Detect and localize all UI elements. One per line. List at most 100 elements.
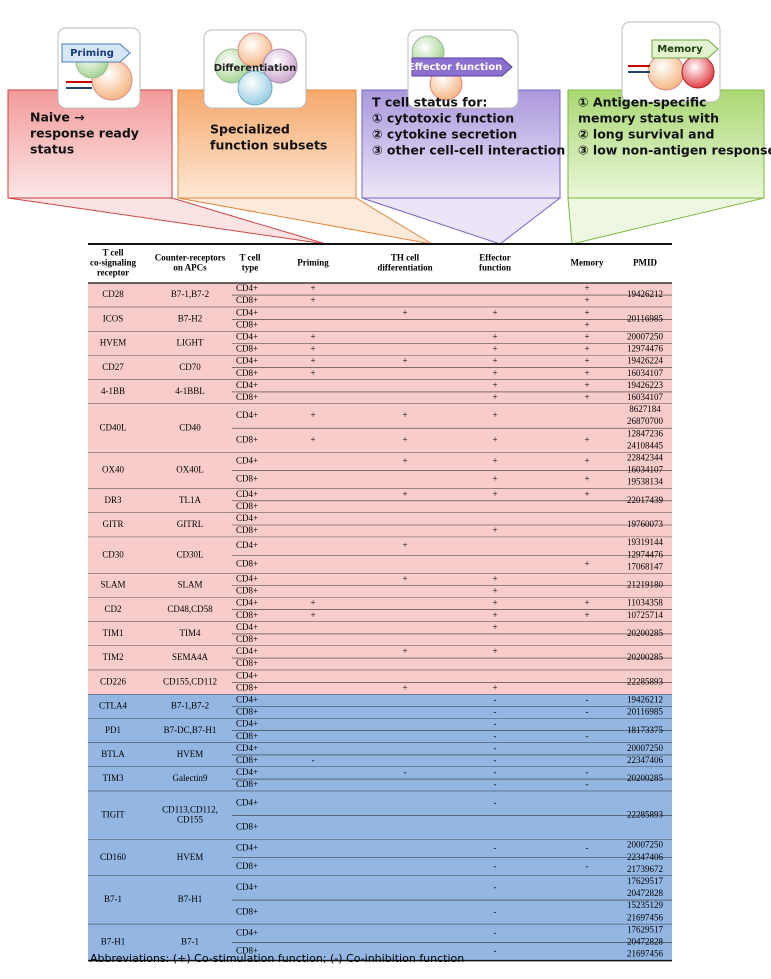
pmid: 20200285 <box>627 628 664 638</box>
pmid: 10725714 <box>627 610 664 620</box>
banner <box>411 57 513 77</box>
cell-type: CD4+ <box>236 767 258 777</box>
mark: + <box>402 574 407 584</box>
icon-label: Differentiation <box>214 63 297 74</box>
cell-type: CD4+ <box>236 927 258 937</box>
pmid: 20007250 <box>627 840 664 850</box>
panel-text: response ready <box>30 126 139 141</box>
banner <box>651 39 719 59</box>
mark: + <box>584 307 589 317</box>
mark: + <box>492 489 497 499</box>
mark: + <box>492 392 497 402</box>
cell-type: CD4+ <box>236 356 258 366</box>
mark: - <box>586 695 589 705</box>
ligand: B7-H1 <box>178 894 203 904</box>
mark: + <box>584 456 589 466</box>
pmid: 18173375 <box>627 725 664 735</box>
cell-type: CD4+ <box>236 456 258 466</box>
pmid: 21219180 <box>627 580 664 590</box>
ligand: CD113,CD112, <box>162 804 218 814</box>
cell-type: CD4+ <box>236 574 258 584</box>
ligand: SLAM <box>177 580 202 590</box>
mark: + <box>310 332 315 342</box>
cell <box>237 32 273 68</box>
mark: + <box>402 489 407 499</box>
ligand: B7-1,B7-2 <box>171 701 209 711</box>
mark: + <box>402 456 407 466</box>
cell-type: CD8+ <box>236 682 258 692</box>
panel-text: ② cytokine secretion <box>372 127 517 142</box>
mark: - <box>586 731 589 741</box>
mark: + <box>492 586 497 596</box>
ligand: OX40L <box>176 465 204 475</box>
cell-type: CD4+ <box>236 283 258 293</box>
column-header: T cell <box>239 253 261 263</box>
receptor: HVEM <box>100 338 127 348</box>
receptor: SLAM <box>100 580 125 590</box>
ligand: CD30L <box>177 549 204 559</box>
pmid: 12847236 <box>627 428 664 438</box>
receptor: OX40 <box>102 465 124 475</box>
column-header: co-signaling <box>90 258 137 268</box>
panel-text: status <box>30 142 74 157</box>
cell-type: CD8+ <box>236 658 258 668</box>
pmid: 19426223 <box>627 380 664 390</box>
receptor: TIM1 <box>103 628 124 638</box>
cell-type: CD4+ <box>236 695 258 705</box>
pmid: 19760073 <box>627 519 664 529</box>
receptor: TIM2 <box>103 652 124 662</box>
mark: + <box>492 410 497 420</box>
mark: + <box>584 474 589 484</box>
cell-type: CD8+ <box>236 501 258 511</box>
mark: - <box>494 906 497 916</box>
mark: - <box>494 767 497 777</box>
cell-type: CD4+ <box>236 598 258 608</box>
receptor: CD226 <box>100 676 127 686</box>
cell-type: CD8+ <box>236 344 258 354</box>
mark: + <box>492 474 497 484</box>
cell-type: CD4+ <box>236 380 258 390</box>
pmid: 22842344 <box>627 453 664 463</box>
mark: - <box>494 927 497 937</box>
panel-text: ② long survival and <box>578 127 714 142</box>
mark: - <box>586 707 589 717</box>
column-header: function <box>479 263 511 273</box>
mark: - <box>494 695 497 705</box>
icons <box>57 21 721 109</box>
column-header: Priming <box>297 258 329 268</box>
icon-label: Priming <box>70 48 114 59</box>
mark: + <box>402 540 407 550</box>
pmid: 21697456 <box>627 912 664 922</box>
mark: + <box>402 410 407 420</box>
mark: + <box>492 456 497 466</box>
pmid: 19426212 <box>627 289 663 299</box>
column-header: on APCs <box>173 263 207 273</box>
pmid: 16034107 <box>627 392 664 402</box>
ligand: HVEM <box>177 749 204 759</box>
column-header: TH cell <box>391 253 420 263</box>
pmid: 16034107 <box>627 465 664 475</box>
receptor: CD160 <box>100 852 127 862</box>
mark: + <box>310 610 315 620</box>
cell-type: CD4+ <box>236 743 258 753</box>
ligand: CD155 <box>177 814 204 824</box>
pmid: 19538134 <box>627 477 664 487</box>
mark: + <box>492 610 497 620</box>
mark: - <box>494 755 497 765</box>
mark: + <box>492 598 497 608</box>
column-header: PMID <box>633 258 657 268</box>
mark: + <box>402 356 407 366</box>
column-header: Counter-receptors <box>155 253 226 263</box>
mark: + <box>584 558 589 568</box>
mark: + <box>402 434 407 444</box>
pmid: 20116985 <box>627 707 663 717</box>
ligand: CD70 <box>179 362 201 372</box>
ligand: CD40 <box>179 422 201 432</box>
pmid: 21739672 <box>627 864 663 874</box>
mark: + <box>310 283 315 293</box>
pmid: 20472828 <box>627 888 664 898</box>
column-header: Effector <box>479 253 510 263</box>
mark: - <box>494 843 497 853</box>
mark: + <box>584 356 589 366</box>
